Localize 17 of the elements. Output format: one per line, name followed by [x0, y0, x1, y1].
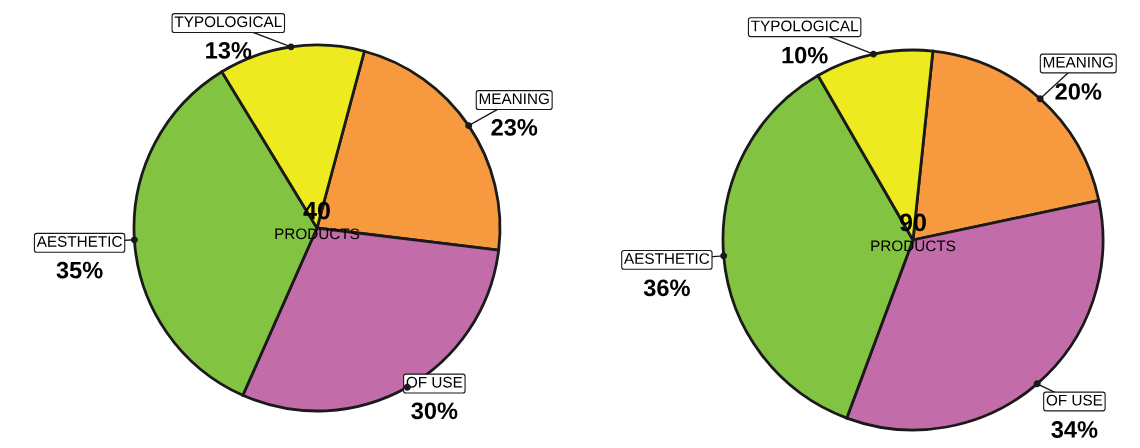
- slice-label: TYPOLOGICAL: [174, 16, 282, 28]
- text: PRODUCTS: [275, 228, 360, 240]
- slice-label: TYPOLOGICAL: [751, 20, 859, 32]
- data-label: 35%: [56, 261, 103, 279]
- data-label: 10%: [782, 46, 828, 64]
- slice-label: OF USE: [406, 376, 463, 388]
- data-label: 23%: [491, 118, 538, 136]
- data-label: 34%: [1051, 421, 1098, 438]
- slice-label: AESTHETIC: [624, 253, 710, 264]
- slice-label: AESTHETIC: [36, 236, 122, 247]
- slice-label: MEANING: [479, 93, 549, 105]
- slice-label: MEANING: [1043, 56, 1113, 68]
- data-label: 13%: [206, 41, 252, 59]
- data-label: 36%: [643, 279, 690, 297]
- data-label: 30%: [411, 402, 458, 420]
- slice-label: OF USE: [1046, 394, 1103, 406]
- data-label: 20%: [1055, 83, 1102, 100]
